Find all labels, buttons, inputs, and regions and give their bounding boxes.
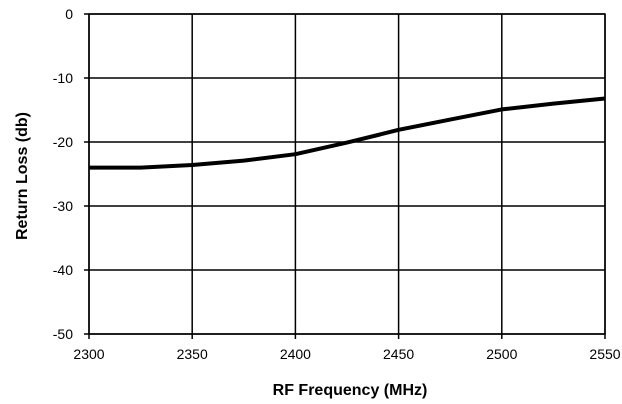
- y-axis-label: Return Loss (db): [14, 112, 31, 240]
- y-tick-label: -10: [53, 70, 73, 86]
- x-tick-label: 2300: [73, 346, 104, 362]
- plot-area-frame: [88, 13, 606, 335]
- x-tick-label: 2550: [589, 346, 620, 362]
- y-tick-label: 0: [65, 6, 73, 22]
- x-axis-label: RF Frequency (MHz): [273, 382, 428, 399]
- x-tick-label: 2450: [383, 346, 414, 362]
- y-tick-label: -40: [53, 262, 73, 278]
- y-tick-label: -30: [53, 198, 73, 214]
- y-tick-label: -20: [53, 134, 73, 150]
- x-tick-label: 2350: [177, 346, 208, 362]
- axis-ticks: 2300 2350 2400 2450 2500 2550 0 -10 -20 -30 -40 -50: [53, 6, 621, 362]
- x-tick-label: 2500: [486, 346, 517, 362]
- y-tick-label: -50: [53, 326, 73, 342]
- x-tick-label: 2400: [280, 346, 311, 362]
- series-layer: [89, 96, 606, 170]
- grid: [88, 13, 606, 335]
- return-loss-series-line: [89, 96, 606, 170]
